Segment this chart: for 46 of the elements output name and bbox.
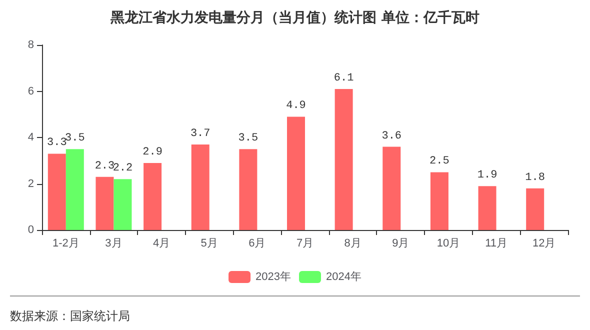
legend-label: 2024年 — [326, 271, 362, 283]
data-label: 2.2 — [112, 162, 133, 175]
data-label: 3.5 — [238, 132, 258, 145]
x-tick-label: 8月 — [344, 238, 362, 250]
bar — [334, 88, 353, 230]
source-note: 数据来源：国家统计局 — [10, 309, 130, 323]
bar — [96, 176, 114, 230]
bar — [526, 188, 544, 230]
y-tick-label: 2 — [28, 178, 34, 190]
legend-label: 2023年 — [256, 271, 292, 283]
data-label: 3.3 — [47, 137, 67, 150]
data-label: 2.9 — [142, 146, 162, 158]
data-label: 2.3 — [94, 160, 115, 172]
x-tick-label: 9月 — [392, 238, 410, 250]
y-tick-label: 4 — [28, 132, 34, 144]
bar — [48, 154, 66, 230]
bar — [144, 162, 162, 230]
data-label: 3.7 — [190, 128, 210, 140]
x-tick-label: 3月 — [105, 238, 122, 250]
data-label: 2.5 — [430, 156, 450, 168]
x-tick-label: 12月 — [532, 238, 556, 250]
x-tick-label: 6月 — [248, 238, 266, 250]
x-tick-label: 5月 — [200, 238, 218, 250]
chart-title: 黑龙江省水力发电量分月（当月值）统计图 单位：亿千瓦时 — [110, 9, 480, 26]
data-label: 3.6 — [382, 130, 402, 142]
x-tick-label: 10月 — [436, 238, 460, 250]
bar — [239, 149, 258, 230]
data-label: 4.9 — [286, 100, 306, 112]
data-label: 1.9 — [477, 170, 498, 182]
x-tick-label: 1-2月 — [52, 238, 80, 250]
bar — [66, 149, 84, 230]
bar — [382, 146, 401, 230]
bar — [430, 172, 448, 230]
y-tick-label: 6 — [28, 85, 34, 98]
data-label: 6.1 — [334, 72, 354, 84]
data-label: 1.8 — [525, 172, 545, 184]
y-tick-label: 8 — [28, 39, 34, 51]
bar — [191, 144, 210, 230]
x-tick-label: 11月 — [485, 238, 508, 250]
data-label: 3.5 — [65, 132, 85, 145]
bar — [114, 179, 132, 230]
x-tick-label: 7月 — [296, 238, 314, 250]
bar — [478, 186, 496, 230]
bar — [287, 116, 305, 230]
y-tick-label: 0 — [28, 224, 34, 236]
x-tick-label: 4月 — [152, 238, 170, 250]
